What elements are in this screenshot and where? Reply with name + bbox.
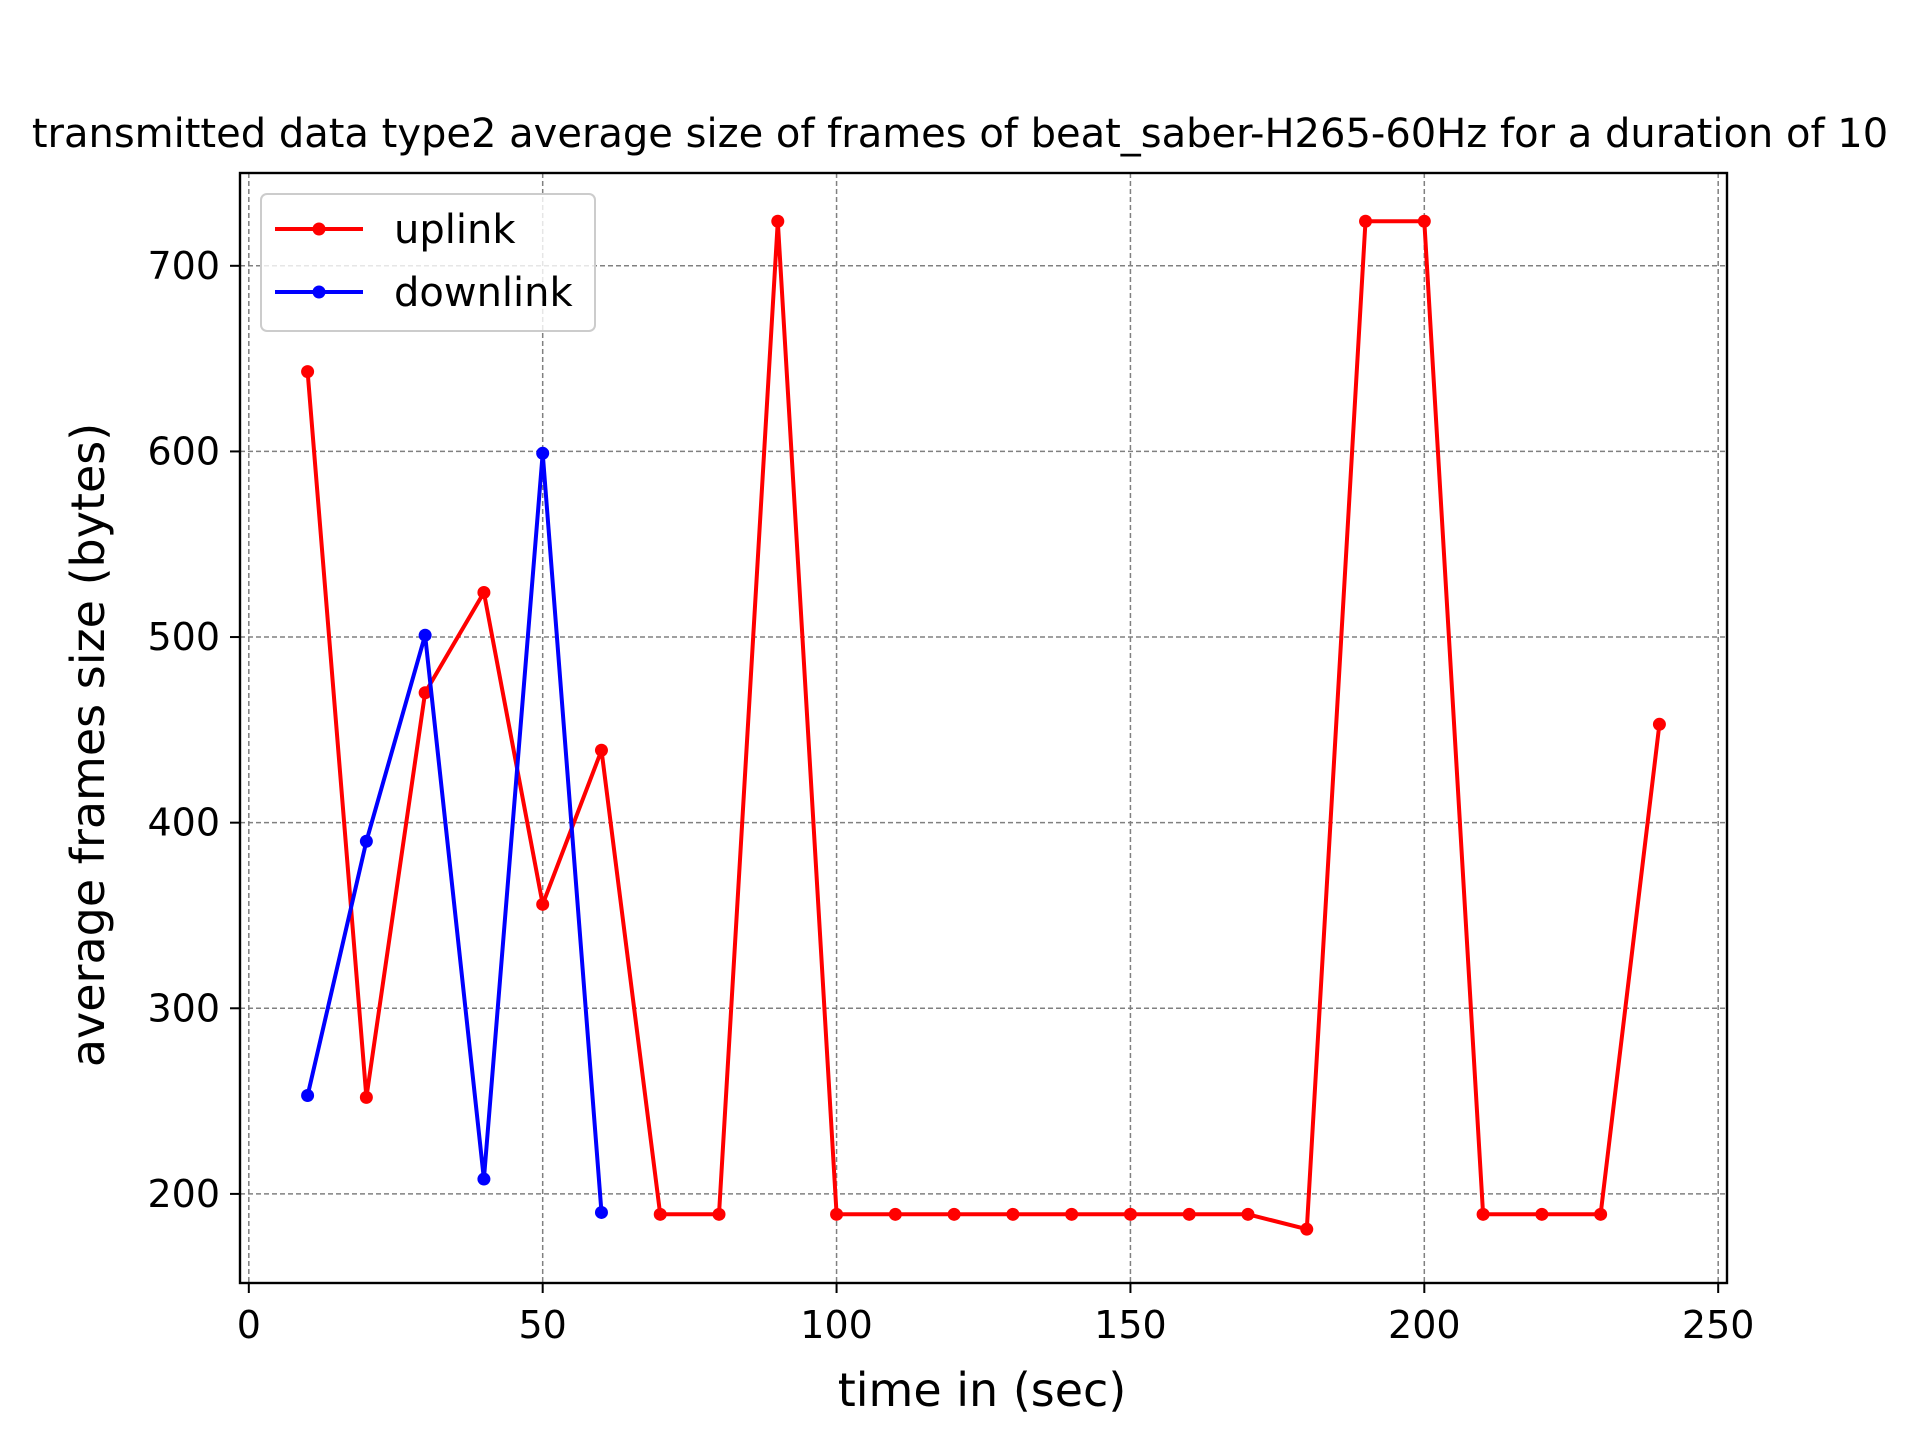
- legend: uplink downlink: [260, 193, 596, 332]
- y-axis-label: average frames size (bytes): [61, 423, 115, 1067]
- legend-label-downlink: downlink: [394, 270, 574, 316]
- series-line-downlink: [305, 451, 604, 1213]
- data-point-uplink: [477, 585, 491, 599]
- data-point-downlink: [477, 1172, 491, 1186]
- data-point-uplink: [1006, 1207, 1020, 1221]
- data-point-uplink: [594, 743, 608, 757]
- data-point-uplink: [653, 1207, 667, 1221]
- x-tick-label: 50: [519, 1303, 567, 1347]
- data-point-uplink: [830, 1207, 844, 1221]
- x-axis-label: time in (sec): [838, 1363, 1127, 1417]
- data-point-uplink: [771, 214, 785, 228]
- legend-marker-downlink: [312, 285, 326, 299]
- data-point-uplink: [1417, 214, 1431, 228]
- data-point-uplink: [1065, 1207, 1079, 1221]
- x-tick-label: 200: [1388, 1303, 1461, 1347]
- data-point-uplink: [947, 1207, 961, 1221]
- x-tick-label: 0: [237, 1303, 261, 1347]
- data-point-uplink: [536, 897, 550, 911]
- data-point-uplink: [418, 686, 432, 700]
- chart-title: transmitted data type2 average size of f…: [32, 111, 1888, 157]
- y-tick-label: 200: [147, 1172, 220, 1216]
- data-point-uplink: [1241, 1207, 1255, 1221]
- data-point-downlink: [418, 628, 432, 642]
- plot-frame: [238, 171, 1729, 1285]
- data-point-downlink: [301, 1089, 315, 1103]
- grid-lines: [240, 173, 1727, 1283]
- axis-ticks: 0 50 100 150 200 250 200 300 400 500 600 700: [147, 244, 1754, 1347]
- y-tick-label: 300: [147, 986, 220, 1030]
- x-tick-label: 250: [1682, 1303, 1755, 1347]
- y-tick-label: 600: [147, 429, 220, 473]
- y-tick-label: 400: [147, 801, 220, 845]
- legend-label-uplink: uplink: [394, 207, 516, 253]
- data-point-uplink: [1123, 1207, 1137, 1221]
- data-point-uplink: [1535, 1207, 1549, 1221]
- x-tick-label: 150: [1094, 1303, 1167, 1347]
- data-point-uplink: [1476, 1207, 1490, 1221]
- data-point-uplink: [888, 1207, 902, 1221]
- data-point-uplink: [301, 365, 315, 379]
- data-point-uplink: [1300, 1222, 1314, 1236]
- series-layer: [301, 214, 1666, 1236]
- data-point-downlink: [359, 834, 373, 848]
- data-point-uplink: [1359, 214, 1373, 228]
- legend-marker-uplink: [312, 222, 326, 236]
- x-tick-label: 100: [800, 1303, 873, 1347]
- data-point-uplink: [359, 1090, 373, 1104]
- y-tick-label: 700: [147, 244, 220, 288]
- data-point-uplink: [1182, 1207, 1196, 1221]
- series-line-uplink: [305, 219, 1662, 1232]
- data-point-downlink: [594, 1205, 608, 1219]
- data-point-uplink: [712, 1207, 726, 1221]
- y-tick-label: 500: [147, 615, 220, 659]
- data-point-downlink: [536, 446, 550, 460]
- data-point-uplink: [1652, 717, 1666, 731]
- data-point-uplink: [1594, 1207, 1608, 1221]
